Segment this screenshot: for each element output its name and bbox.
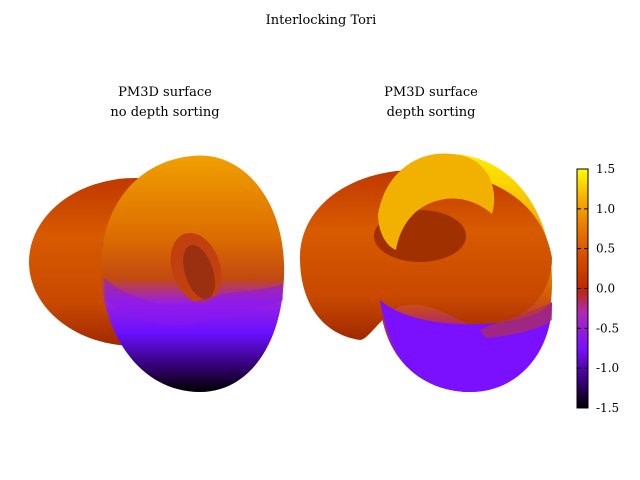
colorbar: 1.5 1.0 0.5 0.0 -0.5 -1.0 -1.5 <box>576 162 619 415</box>
colorbar-tick-label: 0.0 <box>596 282 615 296</box>
panel-left-title-line2: no depth sorting <box>110 105 219 120</box>
panel-right-title-line1: PM3D surface <box>384 85 478 100</box>
colorbar-ticks: 1.5 1.0 0.5 0.0 -0.5 -1.0 -1.5 <box>577 162 619 415</box>
colorbar-tick-label: 1.0 <box>596 202 615 216</box>
colorbar-tick-label: 1.5 <box>596 162 615 176</box>
vertical-torus-left <box>100 155 285 392</box>
panel-left-title-line1: PM3D surface <box>118 85 212 100</box>
colorbar-tick-label: -0.5 <box>596 321 619 335</box>
panel-right: PM3D surface depth sorting <box>300 85 552 392</box>
panel-left: PM3D surface no depth sorting <box>29 85 285 392</box>
vertical-torus-right-front <box>378 153 552 392</box>
colorbar-tick-label: -1.5 <box>596 401 619 415</box>
chart-title: Interlocking Tori <box>266 13 377 28</box>
panel-right-title-line2: depth sorting <box>387 105 476 120</box>
colorbar-tick-label: -1.0 <box>596 361 619 375</box>
colorbar-tick-label: 0.5 <box>596 242 615 256</box>
